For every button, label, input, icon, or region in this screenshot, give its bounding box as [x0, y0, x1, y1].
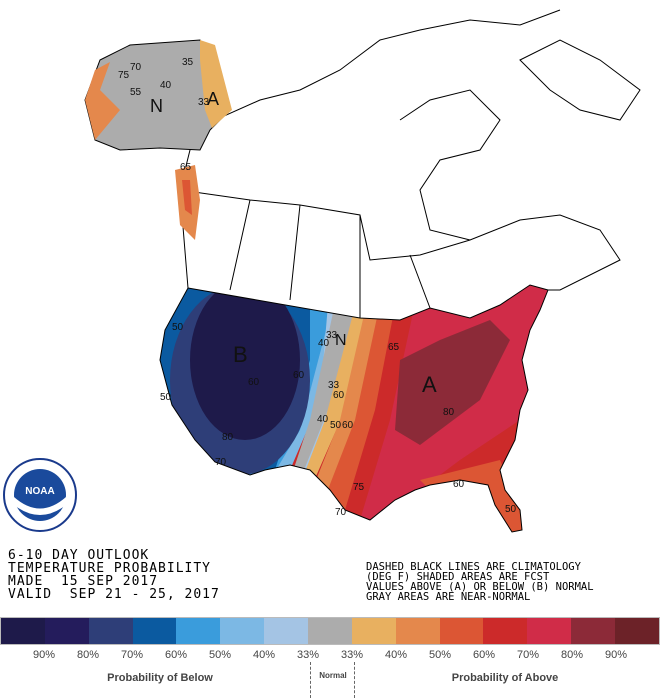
- legend-swatch: [264, 618, 309, 644]
- contour-label: 70: [215, 457, 227, 468]
- contour-label: 50: [505, 504, 517, 515]
- normal-caption: Normal: [319, 671, 347, 680]
- alaska-normal-label: N: [150, 96, 163, 116]
- legend-swatch: [88, 618, 133, 644]
- contour-label: 80: [443, 407, 455, 418]
- probability-legend: [0, 617, 660, 645]
- legend-percent-label: 80%: [560, 649, 584, 661]
- legend-percent-label: 40%: [252, 649, 276, 661]
- contiguous-us-outlook: [160, 285, 548, 532]
- contour-label: 33: [328, 380, 340, 391]
- contour-label: 60: [342, 420, 354, 431]
- map-note: DASHED BLACK LINES ARE CLIMATOLOGY (DEG F…: [366, 561, 594, 603]
- legend-percent-label: 50%: [208, 649, 232, 661]
- legend-percent-label: 33%: [340, 649, 364, 661]
- contour-label: 33: [326, 330, 338, 341]
- contour-labels: 50 60 80 70 50 33 40 60 33 60 40 50 60 6…: [118, 57, 517, 518]
- header-line-subtitle: TEMPERATURE PROBABILITY: [8, 561, 212, 576]
- legend-percent-label: 90%: [32, 649, 56, 661]
- legend-percent-label: 70%: [516, 649, 540, 661]
- legend-swatch: [308, 618, 352, 644]
- header-line-valid: VALID SEP 21 - 25, 2017: [8, 587, 220, 602]
- normal-divider-right: [354, 662, 355, 698]
- outlook-map: B A N N A 50 60 80 70 50 33 40 60 33 60 …: [3, 9, 641, 533]
- contour-label: 40: [160, 80, 172, 91]
- legend-swatch: [527, 618, 572, 644]
- us-border: [159, 284, 549, 533]
- legend-percent-label: 90%: [604, 649, 628, 661]
- contour-label: 55: [130, 87, 142, 98]
- legend-swatch: [615, 618, 659, 644]
- legend-swatch: [395, 618, 440, 644]
- legend-swatch: [176, 618, 221, 644]
- legend-swatch: [220, 618, 265, 644]
- contour-label: 80: [222, 432, 234, 443]
- contour-label: 65: [180, 162, 192, 173]
- contour-label: 50: [172, 322, 184, 333]
- legend-percent-label: 50%: [428, 649, 452, 661]
- normal-label: N: [335, 332, 347, 349]
- contour-label: 75: [118, 70, 130, 81]
- contour-label: 60: [333, 390, 345, 401]
- legend-swatch: [483, 618, 528, 644]
- contour-label: 65: [388, 342, 400, 353]
- note-line: DASHED BLACK LINES ARE CLIMATOLOGY: [366, 561, 581, 573]
- contour-label: 35: [182, 57, 194, 68]
- note-line: (DEG F) SHADED AREAS ARE FCST: [366, 571, 550, 583]
- legend-percent-label: 70%: [120, 649, 144, 661]
- legend-swatch: [1, 618, 45, 644]
- alaska-above-label: A: [207, 89, 219, 109]
- contour-label: 60: [293, 370, 305, 381]
- legend-percent-label: 60%: [472, 649, 496, 661]
- noaa-logo: NOAA: [3, 458, 77, 532]
- above-label: A: [422, 372, 437, 397]
- legend-swatch: [571, 618, 616, 644]
- canada-outline: [179, 9, 641, 318]
- below-label: B: [233, 342, 248, 367]
- region-labels: B A N N A: [150, 89, 437, 397]
- contour-label: 70: [335, 507, 347, 518]
- legend-percent-label: 80%: [76, 649, 100, 661]
- contour-label: 50: [160, 392, 172, 403]
- contour-label: 70: [130, 62, 142, 73]
- note-line: VALUES ABOVE (A) OR BELOW (B) NORMAL: [366, 581, 594, 593]
- contour-label: 60: [453, 479, 465, 490]
- contour-label: 50: [330, 420, 342, 431]
- above-caption: Probability of Above: [451, 672, 559, 684]
- header-line-made: MADE 15 SEP 2017: [8, 574, 159, 589]
- header-line-title: 6-10 DAY OUTLOOK: [8, 548, 150, 563]
- legend-swatch: [439, 618, 484, 644]
- legend-percent-label: 60%: [164, 649, 188, 661]
- contour-label: 75: [353, 482, 365, 493]
- legend-percent-label: 33%: [296, 649, 320, 661]
- normal-divider-left: [310, 662, 311, 698]
- legend-swatch: [44, 618, 89, 644]
- legend-percent-label: 40%: [384, 649, 408, 661]
- outlook-header: 6-10 DAY OUTLOOK TEMPERATURE PROBABILITY M…: [8, 549, 220, 601]
- logo-text: NOAA: [25, 486, 54, 497]
- contour-label: 40: [317, 414, 329, 425]
- below-caption: Probability of Below: [107, 672, 213, 684]
- note-line: GRAY AREAS ARE NEAR-NORMAL: [366, 591, 531, 603]
- contour-label: 40: [318, 338, 330, 349]
- legend-swatch: [351, 618, 396, 644]
- contour-label: 60: [248, 377, 260, 388]
- legend-swatch: [132, 618, 177, 644]
- alaska-region: [84, 39, 232, 240]
- contour-label: 33: [198, 97, 210, 108]
